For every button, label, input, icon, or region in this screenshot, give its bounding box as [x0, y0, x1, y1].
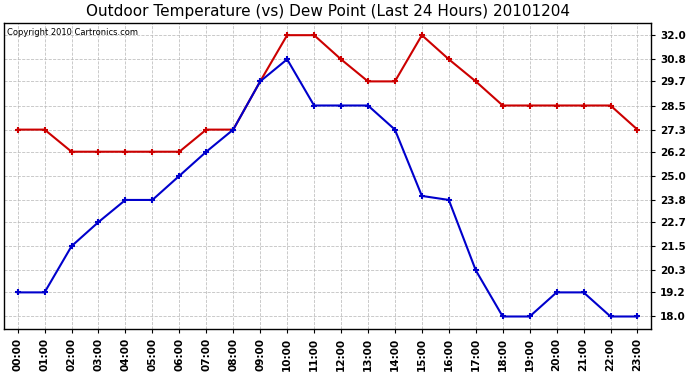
Text: Copyright 2010 Cartronics.com: Copyright 2010 Cartronics.com — [8, 28, 139, 37]
Title: Outdoor Temperature (vs) Dew Point (Last 24 Hours) 20101204: Outdoor Temperature (vs) Dew Point (Last… — [86, 4, 569, 19]
